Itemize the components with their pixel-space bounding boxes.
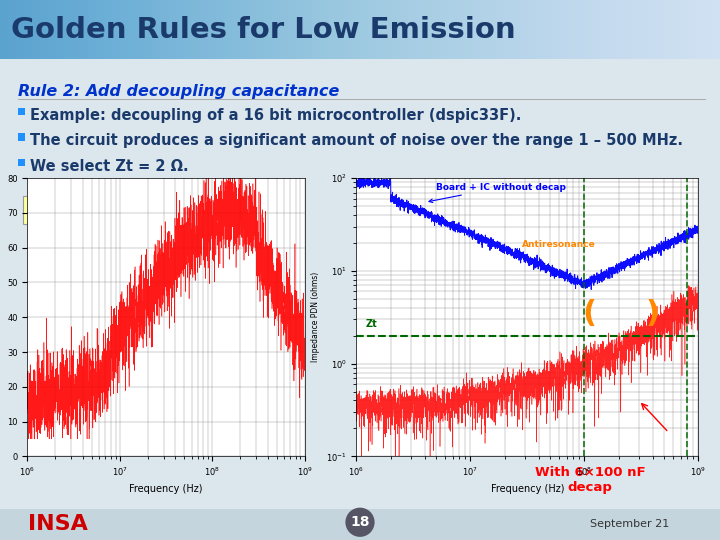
Text: With 6×100 nF
decap: With 6×100 nF decap [535,466,645,494]
Text: Board + IC without decap: Board + IC without decap [429,183,566,202]
Text: (: ( [582,299,596,328]
Text: Zt: Zt [366,319,377,329]
Text: ): ) [646,299,660,328]
Text: Golden Rules for Low Emission: Golden Rules for Low Emission [11,16,516,44]
Text: 18: 18 [350,515,370,529]
Bar [18,109,25,116]
Y-axis label: Conducted emission (dBµA): Conducted emission (dBµA) [0,264,1,370]
Bar [18,133,25,140]
Text: Example: decoupling of a 16 bit microcontroller (dspic33F).: Example: decoupling of a 16 bit microcon… [30,109,521,124]
Text: The circuit produces a significant amount of noise over the range 1 – 500 MHz.: The circuit produces a significant amoun… [30,133,683,148]
FancyBboxPatch shape [428,195,667,224]
Text: September 21: September 21 [590,519,670,529]
X-axis label: Frequency (Hz): Frequency (Hz) [490,484,564,494]
X-axis label: Frequency (Hz): Frequency (Hz) [129,484,203,494]
FancyBboxPatch shape [23,195,222,224]
Text: Z PDN (VNA measurement): Z PDN (VNA measurement) [451,203,642,216]
Bar [18,159,25,166]
Text: Rule 2: Add decoupling capacitance: Rule 2: Add decoupling capacitance [18,84,339,99]
Text: IC Current (1 Ω probe): IC Current (1 Ω probe) [44,203,200,216]
Text: We select Zt = 2 Ω.: We select Zt = 2 Ω. [30,159,189,173]
Text: Antiresonance: Antiresonance [522,240,596,249]
Text: INSA: INSA [28,514,88,535]
Y-axis label: Impedance PDN (ohms): Impedance PDN (ohms) [311,272,320,362]
